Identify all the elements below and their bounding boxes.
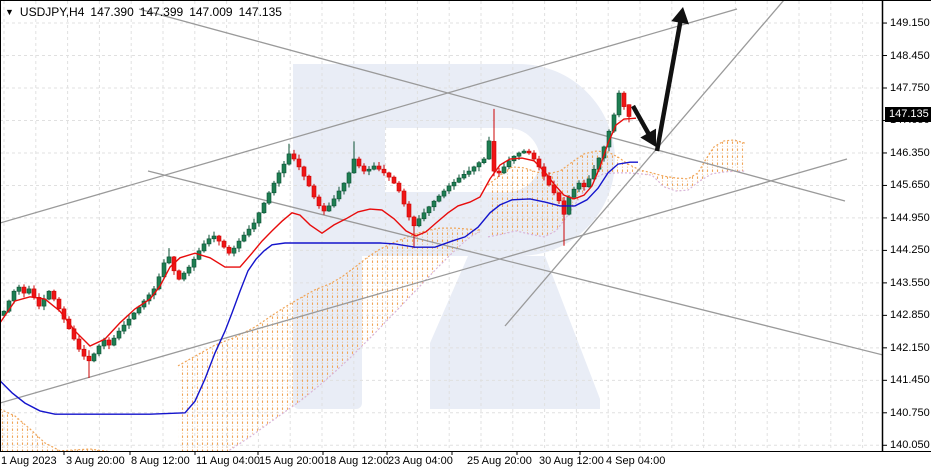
time-axis-label: 23 Aug 04:00 <box>388 455 453 467</box>
current-price-badge: 147.135 <box>885 107 931 122</box>
bar-close-value: 147.135 <box>238 5 282 19</box>
time-axis-label: 8 Aug 12:00 <box>131 455 190 467</box>
price-axis-label: 142.850 <box>890 309 930 321</box>
bar-low-value: 147.009 <box>189 5 233 19</box>
projection-arrow-up[interactable] <box>654 7 690 152</box>
trendline-steep-ascending[interactable] <box>504 1 790 327</box>
time-axis-label: 3 Aug 20:00 <box>66 455 125 467</box>
price-axis-label: 140.050 <box>890 439 930 451</box>
price-axis-label: 145.650 <box>890 179 930 191</box>
price-axis-label: 140.750 <box>890 407 930 419</box>
symbol-name: USDJPY,H4 <box>19 5 85 19</box>
time-axis-label: 1 Aug 2023 <box>1 455 57 467</box>
price-axis-label: 148.450 <box>890 50 930 62</box>
symbol-dropdown-icon[interactable]: ▼ <box>5 6 14 17</box>
ichimoku-cloud <box>0 139 746 451</box>
symbol-info-bar: ▼ USDJPY,H4 147.390 147.399 147.009 147.… <box>5 5 282 19</box>
time-axis-label: 11 Aug 04:00 <box>196 455 261 467</box>
trendline-support-ascending[interactable] <box>0 158 848 404</box>
kijun-sen-line <box>0 161 638 415</box>
price-axis-label: 149.150 <box>890 17 930 29</box>
bar-high-value: 147.399 <box>139 5 184 19</box>
time-axis-label: 18 Aug 12:00 <box>324 455 389 467</box>
bar-open-value: 147.390 <box>90 5 134 19</box>
price-axis-label: 144.950 <box>890 212 930 224</box>
time-axis-label: 4 Sep 04:00 <box>606 455 666 467</box>
price-axis-label: 144.250 <box>890 244 930 256</box>
time-axis-label: 25 Aug 20:00 <box>467 455 532 467</box>
trendline-resistance-descending[interactable] <box>138 8 846 202</box>
price-axis-label: 146.350 <box>890 147 930 159</box>
pullback-arrow-down[interactable] <box>631 104 657 147</box>
trendline-descending-lower[interactable] <box>147 170 931 367</box>
axis-chrome <box>0 1 931 455</box>
time-axis-label: 15 Aug 20:00 <box>259 455 324 467</box>
price-axis-label: 143.550 <box>890 277 930 289</box>
price-axis-label: 147.750 <box>890 82 930 94</box>
candles <box>1 90 632 378</box>
trendline-channel-upper[interactable] <box>0 8 738 224</box>
tenkan-sen-line <box>0 117 637 347</box>
price-axis-label: 142.150 <box>890 342 930 354</box>
time-axis-label: 30 Aug 12:00 <box>539 455 604 467</box>
price-axis-label: 141.450 <box>890 374 930 386</box>
